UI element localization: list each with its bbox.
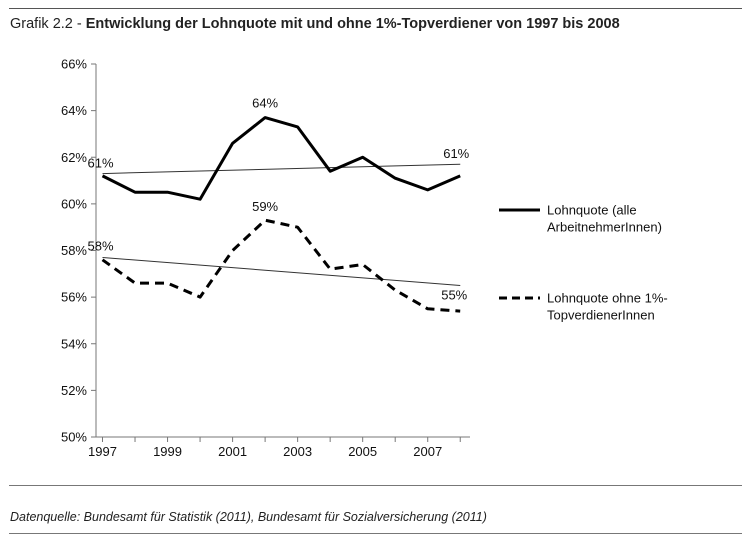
data-label: 61%: [87, 156, 113, 171]
figure-number: Grafik 2.2 -: [10, 16, 86, 32]
data-label: 64%: [252, 96, 278, 111]
x-tick-label: 1997: [88, 444, 117, 459]
legend-label-1: ArbeitnehmerInnen): [547, 220, 662, 235]
y-tick-label: 56%: [61, 290, 87, 305]
y-tick-label: 50%: [61, 430, 87, 445]
legend-label-1: Lohnquote (alle: [547, 203, 637, 218]
y-tick-label: 60%: [61, 196, 87, 211]
chart-title: Grafik 2.2 - Entwicklung der Lohnquote m…: [10, 16, 620, 32]
y-tick-label: 52%: [61, 383, 87, 398]
trend-line-1: [102, 163, 461, 175]
series-line-2: [101, 218, 461, 313]
bottom-rule: [9, 485, 742, 486]
data-label: 58%: [87, 238, 113, 253]
x-tick-label: 2007: [413, 444, 442, 459]
figure-title: Entwicklung der Lohnquote mit und ohne 1…: [85, 16, 620, 32]
y-tick-label: 54%: [61, 336, 87, 351]
legend-label-2: Lohnquote ohne 1%-: [547, 291, 668, 306]
data-label: 59%: [252, 199, 278, 214]
data-source-note: Datenquelle: Bundesamt für Statistik (20…: [10, 510, 487, 524]
trend-line-2: [102, 256, 461, 286]
series-line-1: [101, 116, 461, 201]
top-rule: [9, 8, 742, 9]
y-tick-label: 58%: [61, 243, 87, 258]
y-tick-label: 62%: [61, 150, 87, 165]
x-tick-label: 2003: [283, 444, 312, 459]
x-tick-label: 2005: [348, 444, 377, 459]
legend-label-2: TopverdienerInnen: [547, 308, 655, 323]
y-tick-label: 64%: [61, 103, 87, 118]
data-label: 61%: [443, 146, 469, 161]
data-label: 55%: [441, 287, 467, 302]
x-tick-label: 1999: [153, 444, 182, 459]
x-tick-label: 2001: [218, 444, 247, 459]
footer-rule: [9, 533, 742, 534]
y-tick-label: 66%: [61, 57, 87, 72]
